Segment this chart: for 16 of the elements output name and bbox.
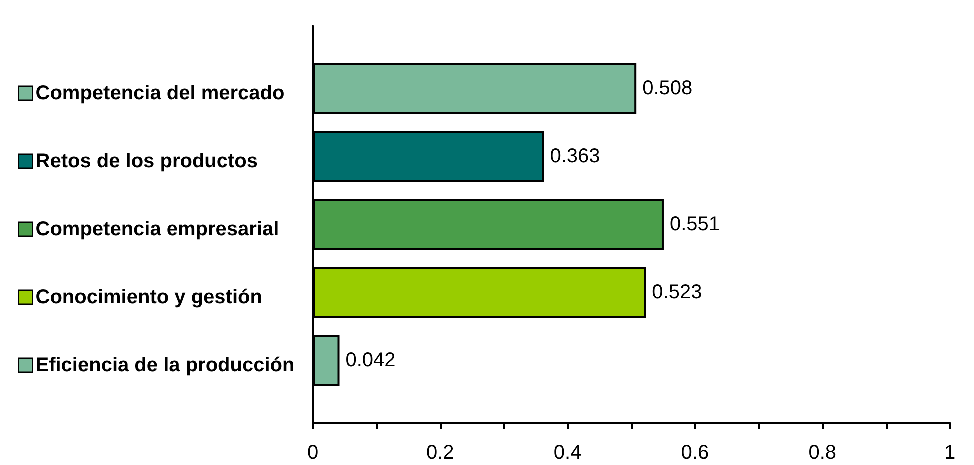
data-label: 0.042 — [346, 350, 396, 372]
data-label: 0.551 — [670, 214, 720, 236]
x-tick-label: 0.4 — [554, 442, 582, 464]
data-label: 0.523 — [652, 282, 702, 304]
data-label: 0.508 — [642, 78, 693, 100]
x-tick-label: 0.6 — [681, 442, 710, 464]
legend-label: Competencia empresarial — [36, 218, 280, 240]
legend-label: Retos de los productos — [36, 150, 258, 172]
x-tick-label: 0 — [307, 442, 319, 464]
legend-label: Conocimiento y gestión — [36, 286, 262, 308]
legend-label: Eficiencia de la producción — [36, 354, 295, 376]
x-tick-label: 1 — [944, 442, 956, 464]
data-label: 0.363 — [550, 146, 600, 168]
legend-label: Competencia del mercado — [36, 82, 285, 104]
x-tick-label: 0.8 — [808, 442, 837, 464]
x-tick-label: 0.2 — [426, 442, 454, 464]
